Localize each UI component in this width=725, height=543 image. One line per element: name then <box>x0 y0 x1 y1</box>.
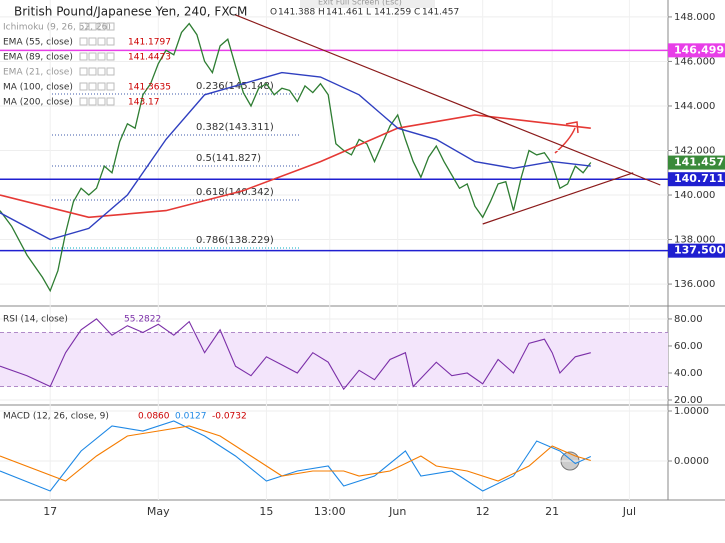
y-tick-label: 136.000 <box>674 279 715 290</box>
series-line <box>0 71 591 241</box>
indicator-label: MA (200, close) <box>3 98 73 108</box>
series-line <box>0 22 592 293</box>
quote: H <box>318 8 325 18</box>
overlay-text: Exit Full Screen (Esc) <box>318 0 402 7</box>
indicator-control[interactable] <box>79 97 88 106</box>
indicator-value: 141.3635 <box>128 83 171 93</box>
indicator-control[interactable] <box>79 52 88 61</box>
last-price-tag <box>668 155 725 170</box>
y-tick-label: 80.00 <box>674 314 703 325</box>
quote: 141.388 <box>278 8 315 18</box>
y-tick-label: 60.00 <box>674 341 703 352</box>
x-tick-label: May <box>147 505 170 518</box>
y-tick-label: 148.000 <box>674 12 715 23</box>
x-tick-label: 12 <box>476 505 490 518</box>
macd-readout: 0.0127 <box>175 412 207 422</box>
indicator-control[interactable] <box>97 97 106 106</box>
fib-label: 0.786(138.229) <box>196 235 274 246</box>
y-tick-label: 138.000 <box>674 235 715 246</box>
y-tick-label: 144.000 <box>674 101 715 112</box>
indicator-control[interactable] <box>79 67 88 76</box>
rsi-band <box>0 332 668 387</box>
quote: 141.461 <box>326 8 363 18</box>
indicator-control[interactable] <box>106 37 115 46</box>
macd-readout: -0.0732 <box>212 412 247 422</box>
indicator-value: 141.4473 <box>128 53 171 63</box>
level-tag <box>668 172 725 187</box>
indicator-control[interactable] <box>88 37 97 46</box>
indicator-control[interactable] <box>97 52 106 61</box>
x-tick-label: 15 <box>259 505 273 518</box>
level-label: 146.499 <box>674 43 724 56</box>
indicator-control[interactable] <box>88 52 97 61</box>
indicator-control[interactable] <box>106 82 115 91</box>
rsi-label: RSI (14, close) <box>3 315 68 325</box>
level-tag <box>668 43 725 58</box>
y-tick-label: 142.000 <box>674 145 715 156</box>
overlay-bg <box>300 0 435 8</box>
series-line <box>0 425 591 482</box>
indicator-control[interactable] <box>97 82 106 91</box>
quote: L <box>366 8 371 18</box>
x-tick-label: 13:00 <box>314 505 346 518</box>
indicator-value: 141.1797 <box>128 38 171 48</box>
chart-title: British Pound/Japanese Yen, 240, FXCM <box>14 5 247 19</box>
y-tick-label: 146.000 <box>674 56 715 67</box>
y-tick-label: 40.00 <box>674 368 703 379</box>
series-line <box>0 318 591 391</box>
indicator-control[interactable] <box>79 22 88 31</box>
indicator-control[interactable] <box>88 22 97 31</box>
indicator-value: 143.17 <box>128 98 160 108</box>
indicator-control[interactable] <box>97 37 106 46</box>
fib-label: 0.382(143.311) <box>196 122 274 133</box>
indicator-control[interactable] <box>79 37 88 46</box>
indicator-label: MA (100, close) <box>3 83 73 93</box>
macd-label: MACD (12, 26, close, 9) <box>3 412 109 422</box>
indicator-control[interactable] <box>79 82 88 91</box>
indicator-label: EMA (21, close) <box>3 68 73 78</box>
y-tick-label: 20.00 <box>674 395 703 406</box>
indicator-control[interactable] <box>97 67 106 76</box>
series-line <box>234 14 661 186</box>
indicator-control[interactable] <box>97 22 106 31</box>
indicator-control[interactable] <box>106 52 115 61</box>
rsi-readout: 55.2822 <box>124 315 161 325</box>
level-label: 140.711 <box>674 172 724 185</box>
series-line <box>0 420 592 492</box>
y-tick-label: 140.000 <box>674 190 715 201</box>
x-tick-label: 17 <box>43 505 57 518</box>
x-tick-label: Jun <box>388 505 406 518</box>
x-tick-label: 21 <box>545 505 559 518</box>
quote: O <box>270 8 277 18</box>
y-tick-label: 1.0000 <box>674 406 709 417</box>
quote: 141.457 <box>422 8 459 18</box>
indicator-control[interactable] <box>88 97 97 106</box>
x-tick-label: Jul <box>622 505 636 518</box>
indicator-label: EMA (89, close) <box>3 53 73 63</box>
indicator-label: Ichimoku (9, 26, 52, 26) <box>3 23 111 33</box>
quote: C <box>414 8 420 18</box>
indicator-control[interactable] <box>106 67 115 76</box>
level-tag <box>668 243 725 258</box>
series-line <box>0 114 591 219</box>
level-label: 137.500 <box>674 244 724 257</box>
series-line <box>482 172 634 225</box>
indicator-control[interactable] <box>106 22 115 31</box>
indicator-control[interactable] <box>88 82 97 91</box>
indicator-control[interactable] <box>106 97 115 106</box>
fib-label: 0.5(141.827) <box>196 153 261 164</box>
y-tick-label: 0.0000 <box>674 456 709 467</box>
macd-readout: 0.0860 <box>138 412 170 422</box>
indicator-control[interactable] <box>88 67 97 76</box>
indicator-label: EMA (55, close) <box>3 38 73 48</box>
last-price-label: 141.457 <box>674 156 724 169</box>
quote: 141.259 <box>374 8 411 18</box>
